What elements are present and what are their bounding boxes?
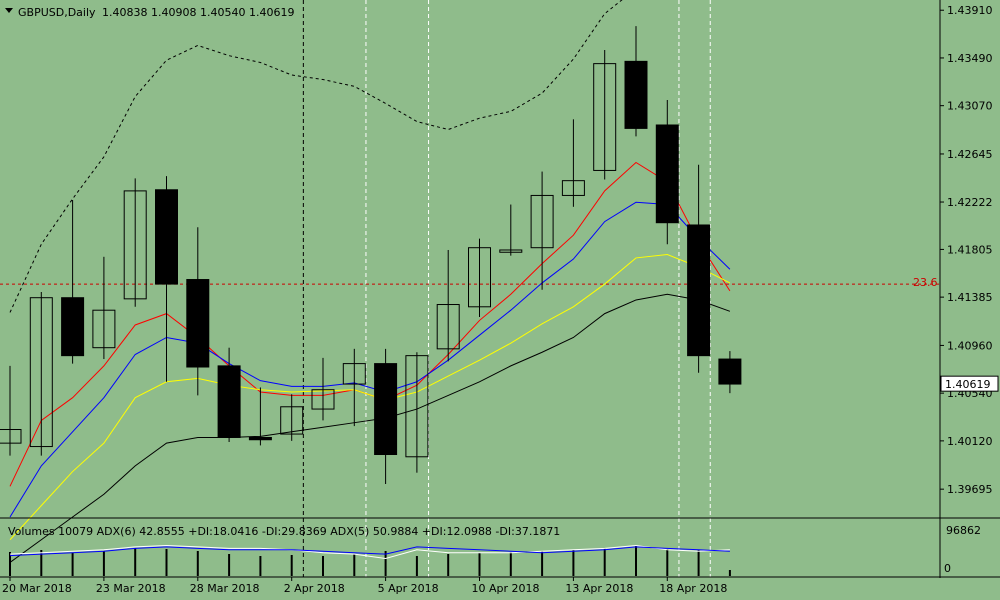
- y-tick-label: 1.43490: [947, 52, 993, 65]
- indicator-panel: [9, 544, 731, 576]
- y-tick-label: 1.41385: [947, 291, 993, 304]
- current-price-label: 1.40619: [945, 378, 991, 391]
- candle-body: [92, 309, 116, 349]
- x-tick-label: 18 Apr 2018: [659, 582, 727, 595]
- y-tick-label: 1.42222: [947, 196, 993, 209]
- candle-body: [436, 304, 460, 350]
- candle-body: [499, 249, 523, 253]
- x-tick-label: 5 Apr 2018: [378, 582, 439, 595]
- adx-main-line: [9, 546, 730, 557]
- x-tick-label: 13 Apr 2018: [565, 582, 633, 595]
- main-price-panel: [0, 0, 940, 577]
- candle-body: [624, 60, 648, 129]
- candle-body: [655, 124, 679, 224]
- candle-body: [248, 436, 272, 441]
- x-tick-label: 2 Apr 2018: [284, 582, 345, 595]
- candle-body: [155, 189, 178, 285]
- y-tick-label: 1.41805: [947, 243, 993, 256]
- moving-average-line: [9, 293, 731, 563]
- ohlc-readout: 1.40838 1.40908 1.40540 1.40619: [102, 6, 294, 19]
- candle-body: [186, 279, 210, 368]
- moving-average-line: [9, 201, 731, 518]
- chart-header: GBPUSD,Daily 1.40838 1.40908 1.40540 1.4…: [5, 6, 294, 19]
- y-tick-label: 1.39695: [947, 483, 993, 496]
- symbol-label: GBPUSD,Daily: [18, 6, 96, 19]
- moving-average-line: [9, 254, 731, 541]
- candle-body: [593, 63, 617, 171]
- x-tick-label: 28 Mar 2018: [190, 582, 260, 595]
- indicator-caption: Volumes 10079 ADX(6) 42.8555 +DI:18.0416…: [8, 525, 560, 538]
- candle-body: [0, 429, 22, 444]
- y-tick-label: 1.43070: [947, 100, 993, 113]
- current-price-box: [940, 375, 999, 392]
- y-tick-label: 1.42645: [947, 148, 993, 161]
- candle-body: [123, 190, 147, 300]
- candle-body: [687, 224, 711, 357]
- candle-body: [280, 406, 304, 435]
- candle-body: [374, 363, 398, 456]
- candle-body: [530, 194, 554, 249]
- candle-body: [61, 297, 85, 357]
- y-tick-label: 1.40960: [947, 339, 993, 352]
- candle-body: [405, 355, 429, 458]
- candle-body: [311, 389, 335, 410]
- indicator-ymax-label: 96862: [946, 524, 981, 537]
- x-tick-label: 23 Mar 2018: [96, 582, 166, 595]
- candle-body: [561, 180, 585, 196]
- y-tick-label: 1.43910: [947, 4, 993, 17]
- candle-body: [342, 363, 366, 385]
- candle-body: [468, 247, 491, 308]
- candle-body: [718, 358, 742, 385]
- x-tick-label: 20 Mar 2018: [2, 582, 72, 595]
- y-tick-label: 1.40120: [947, 435, 993, 448]
- candle-body: [29, 297, 53, 448]
- fib-level-label: 23.6: [913, 276, 938, 289]
- dropdown-arrow-icon[interactable]: [5, 8, 13, 13]
- adx-di-line: [9, 544, 730, 560]
- candle-body: [217, 365, 241, 438]
- x-tick-label: 10 Apr 2018: [472, 582, 540, 595]
- indicator-ymin-label: 0: [944, 562, 951, 575]
